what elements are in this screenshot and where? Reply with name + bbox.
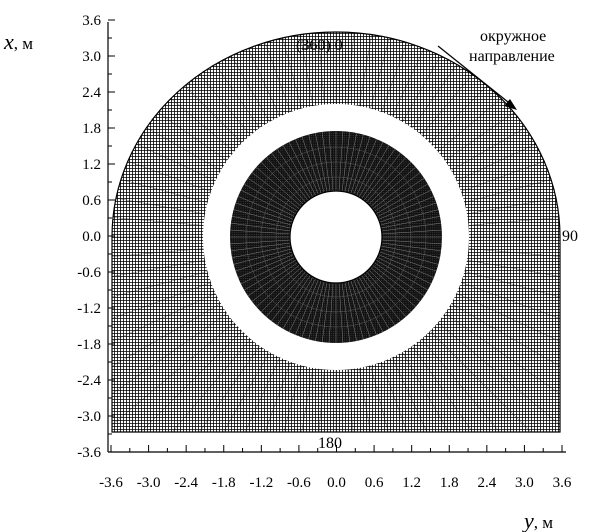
x-axis-tick-label: -0.6 — [77, 265, 101, 281]
x-axis-tick-label: 1.8 — [82, 121, 101, 137]
x-axis-tick-label: 1.2 — [82, 157, 101, 173]
x-axis-tick-label: -1.2 — [77, 301, 101, 317]
inner-mesh-ring — [230, 131, 442, 343]
y-axis-tick-label: 2.4 — [477, 475, 496, 491]
y-axis-tick-label: -1.8 — [212, 475, 236, 491]
x-axis-title: x, м — [3, 29, 33, 54]
angle-label-top: (360) 0 — [296, 37, 343, 54]
y-axis-tick-label: 0.6 — [365, 475, 384, 491]
x-axis-tick-label: 3.0 — [82, 49, 101, 65]
direction-arrow-icon — [437, 45, 517, 110]
y-axis-tick-label: 1.8 — [440, 475, 459, 491]
bottom-axis: -3.6 -3.0 -2.4 -1.8 -1.2 -0.6 0.0 0.6 1.2 1.8 2.4 3… — [99, 445, 572, 491]
x-axis-tick-label: -2.4 — [77, 373, 101, 389]
left-axis: 3.6 3.0 2.4 1.8 1.2 0.6 0.0 -0.6 -1.2 -1.8 -2.4 -3.… — [77, 13, 115, 461]
x-axis-tick-label: 3.6 — [82, 13, 101, 29]
direction-label: окружное направление — [469, 28, 555, 65]
y-axis-title: y, м — [522, 508, 553, 532]
angle-label-right: 90 — [562, 228, 578, 245]
x-axis-tick-label: 0.0 — [82, 229, 101, 245]
y-axis-tick-label: -0.6 — [287, 475, 311, 491]
x-axis-tick-label: -3.6 — [77, 445, 101, 461]
y-axis-tick-label: -1.2 — [249, 475, 273, 491]
x-axis-tick-label: -1.8 — [77, 337, 101, 353]
y-axis-tick-label: 0.0 — [327, 475, 346, 491]
y-axis-tick-label: 3.0 — [515, 475, 534, 491]
y-axis-tick-label: -3.6 — [99, 475, 123, 491]
x-axis-tick-label: 0.6 — [82, 193, 101, 209]
y-axis-tick-label: -3.0 — [137, 475, 161, 491]
x-axis-tick-label: -3.0 — [77, 409, 101, 425]
x-axis-tick-label: 2.4 — [82, 85, 101, 101]
y-axis-tick-label: 3.6 — [553, 475, 572, 491]
y-axis-tick-label: 1.2 — [402, 475, 421, 491]
angle-label-bottom: 180 — [318, 435, 342, 452]
y-axis-tick-label: -2.4 — [174, 475, 198, 491]
